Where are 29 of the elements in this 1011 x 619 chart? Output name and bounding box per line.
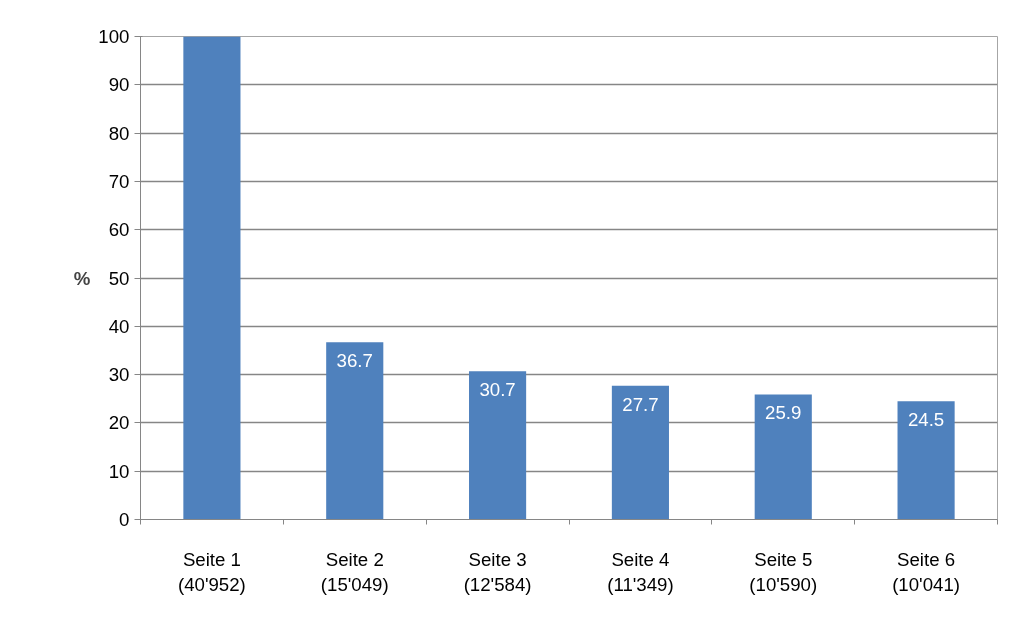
y-tick-label: 70 — [108, 170, 130, 192]
bar — [183, 36, 241, 520]
y-tick-label: 100 — [98, 26, 130, 47]
x-tick-label: Seite 2 (15'049) — [320, 548, 389, 595]
data-label: 36.7 — [336, 350, 373, 372]
y-tick-label: 20 — [108, 412, 130, 434]
x-tick-label: Seite 4 (11'349) — [607, 548, 674, 595]
bar — [469, 371, 527, 520]
y-tick-label: 40 — [108, 315, 130, 337]
x-tick-label: Seite 3 (12'584) — [463, 548, 532, 595]
y-tick-label: 30 — [108, 364, 130, 386]
y-axis-title: % — [73, 267, 91, 289]
bar — [326, 342, 384, 520]
bar — [754, 394, 812, 520]
y-tick-label: 50 — [108, 267, 130, 289]
data-label: 24.5 — [907, 409, 945, 431]
data-label: 30.7 — [479, 379, 516, 401]
data-label: 25.9 — [765, 402, 802, 424]
x-tick-label: Seite 5 (10'590) — [749, 548, 818, 595]
y-tick-label: 60 — [108, 219, 130, 241]
x-tick-label: Seite 1 (40'952) — [177, 548, 246, 595]
y-tick-label: 0 — [119, 509, 130, 530]
data-label: 27.7 — [622, 393, 659, 415]
y-tick-label: 90 — [108, 74, 130, 96]
y-tick-label: 10 — [108, 460, 130, 482]
bar — [897, 401, 955, 520]
x-tick-label: Seite 6 (10'041) — [892, 548, 961, 595]
bar — [611, 385, 669, 520]
y-tick-label: 80 — [108, 122, 130, 144]
